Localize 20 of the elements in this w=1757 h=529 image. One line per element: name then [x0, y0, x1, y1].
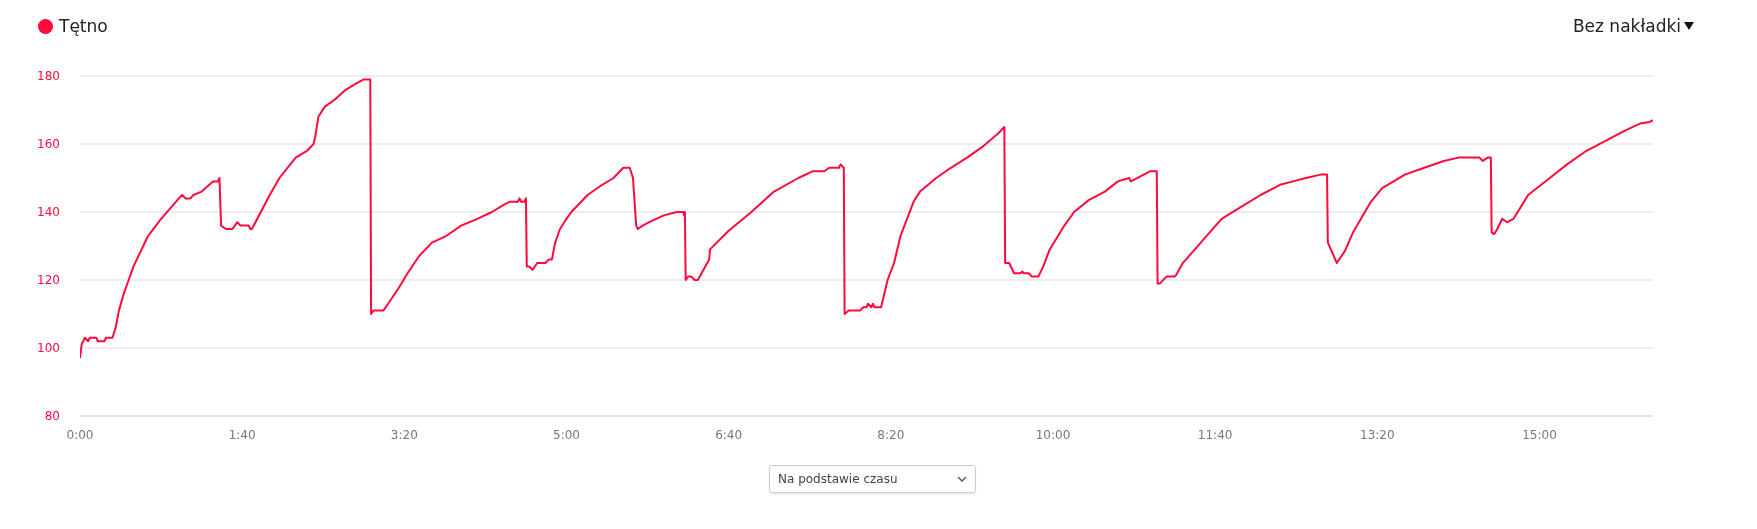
line-series: [80, 78, 1653, 360]
x-tick-label: 10:00: [1035, 427, 1071, 442]
x-tick-label: 5:00: [553, 427, 580, 442]
y-tick-label: 80: [44, 409, 60, 424]
text: Bez nakładki: [1572, 16, 1681, 36]
x-tick-label: 13:20: [1360, 427, 1395, 442]
x-tick-label: 0:00: [66, 427, 94, 442]
x-tick-label: 15:00: [1522, 427, 1557, 442]
x-tick-label: 6:40: [715, 427, 743, 442]
y-tick-label: 120: [37, 273, 60, 288]
y-tick-label: 100: [37, 341, 60, 356]
y-tick-label: 160: [37, 137, 60, 152]
y-tick-label: 140: [37, 205, 60, 220]
x-tick-label: 3:20: [390, 427, 418, 442]
y-tick-label: 180: [37, 69, 60, 84]
x-tick-label: 8:20: [877, 427, 905, 442]
text: Na podstawie czasu: [778, 472, 898, 486]
x-tick-label: 11:40: [1197, 427, 1233, 442]
legend-label: Tętno: [59, 16, 108, 36]
x-tick-label: 1:40: [228, 427, 256, 442]
